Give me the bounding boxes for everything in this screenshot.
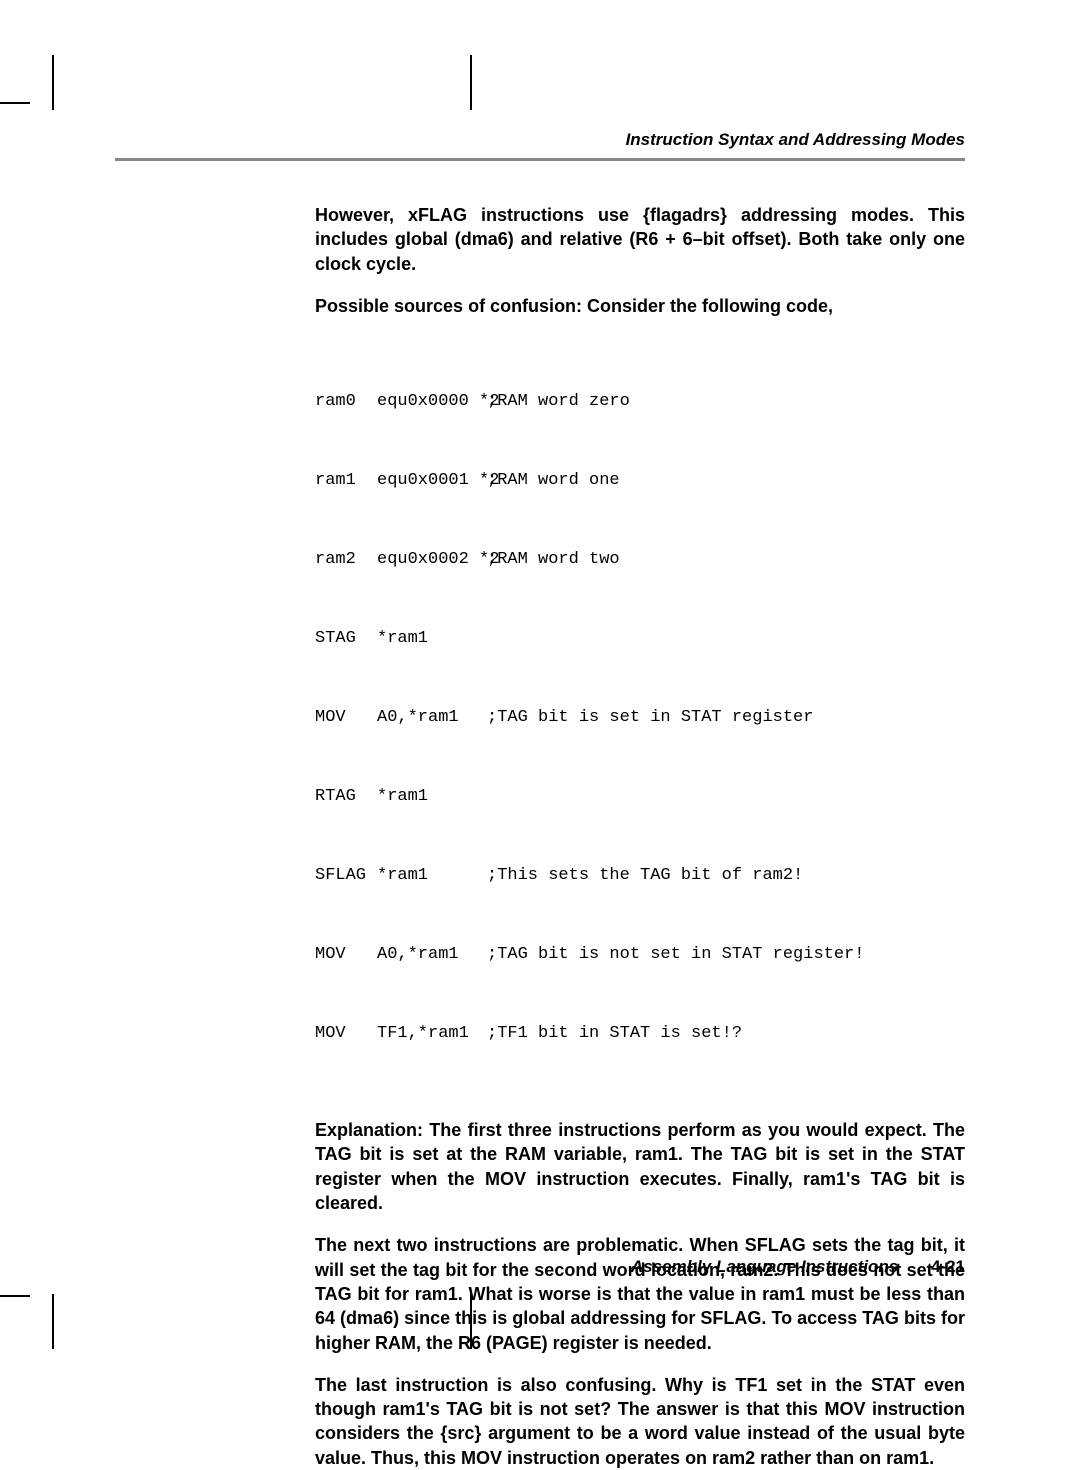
- code-operands: *ram1: [377, 626, 487, 652]
- crop-mark: [0, 102, 30, 104]
- page-footer: Assembly Language Instructions 4-21: [631, 1257, 965, 1277]
- code-label: ram2: [315, 547, 377, 573]
- code-line: MOVA0,*ram1;TAG bit is set in STAT regis…: [315, 705, 965, 731]
- code-operands: A0,*ram1: [377, 705, 487, 731]
- code-comment: ;TAG bit is set in STAT register: [487, 708, 813, 727]
- code-line: ram2equ0x0002 *2;RAM word two: [315, 547, 965, 573]
- code-operands: *ram1: [377, 863, 487, 889]
- footer-chapter-title: Assembly Language Instructions: [631, 1257, 898, 1276]
- code-comment: ;RAM word one: [487, 471, 620, 490]
- code-label: MOV: [315, 705, 377, 731]
- section-title: Instruction Syntax and Addressing Modes: [626, 130, 965, 149]
- code-line: SFLAG*ram1;This sets the TAG bit of ram2…: [315, 863, 965, 889]
- paragraph: Explanation: The first three instruction…: [315, 1118, 965, 1215]
- footer-page-number: 4-21: [931, 1257, 965, 1276]
- code-label: MOV: [315, 942, 377, 968]
- paragraph: The last instruction is also confusing. …: [315, 1373, 965, 1470]
- paragraph: However, xFLAG instructions use {flagadr…: [315, 203, 965, 276]
- body-content: However, xFLAG instructions use {flagadr…: [315, 203, 965, 1470]
- code-listing: ram0equ0x0000 *2;RAM word zero ram1equ0x…: [315, 336, 965, 1100]
- code-operands: TF1,*ram1: [377, 1021, 487, 1047]
- crop-mark: [470, 1294, 472, 1349]
- code-comment: ;RAM word two: [487, 550, 620, 569]
- code-comment: ;TF1 bit in STAT is set!?: [487, 1024, 742, 1043]
- code-line: ram0equ0x0000 *2;RAM word zero: [315, 389, 965, 415]
- code-line: MOVA0,*ram1;TAG bit is not set in STAT r…: [315, 942, 965, 968]
- code-label: RTAG: [315, 784, 377, 810]
- running-header: Instruction Syntax and Addressing Modes: [115, 130, 965, 161]
- code-operands: equ0x0002 *2: [377, 547, 487, 573]
- code-operands: equ0x0000 *2: [377, 389, 487, 415]
- crop-mark: [52, 1294, 54, 1349]
- code-comment: ;RAM word zero: [487, 392, 630, 411]
- code-line: RTAG*ram1: [315, 784, 965, 810]
- code-comment: ;This sets the TAG bit of ram2!: [487, 866, 803, 885]
- code-label: ram0: [315, 389, 377, 415]
- page: Instruction Syntax and Addressing Modes …: [0, 0, 1080, 1397]
- crop-mark: [0, 1295, 30, 1297]
- code-label: STAG: [315, 626, 377, 652]
- code-operands: A0,*ram1: [377, 942, 487, 968]
- code-label: SFLAG: [315, 863, 377, 889]
- code-line: MOVTF1,*ram1;TF1 bit in STAT is set!?: [315, 1021, 965, 1047]
- crop-mark: [52, 55, 54, 110]
- code-label: ram1: [315, 468, 377, 494]
- paragraph: Possible sources of confusion: Consider …: [315, 294, 965, 318]
- code-operands: equ0x0001 *2: [377, 468, 487, 494]
- crop-mark: [470, 55, 472, 110]
- code-operands: *ram1: [377, 784, 487, 810]
- paragraph: The next two instructions are problemati…: [315, 1233, 965, 1354]
- code-label: MOV: [315, 1021, 377, 1047]
- code-comment: ;TAG bit is not set in STAT register!: [487, 945, 864, 964]
- code-line: ram1equ0x0001 *2;RAM word one: [315, 468, 965, 494]
- code-line: STAG*ram1: [315, 626, 965, 652]
